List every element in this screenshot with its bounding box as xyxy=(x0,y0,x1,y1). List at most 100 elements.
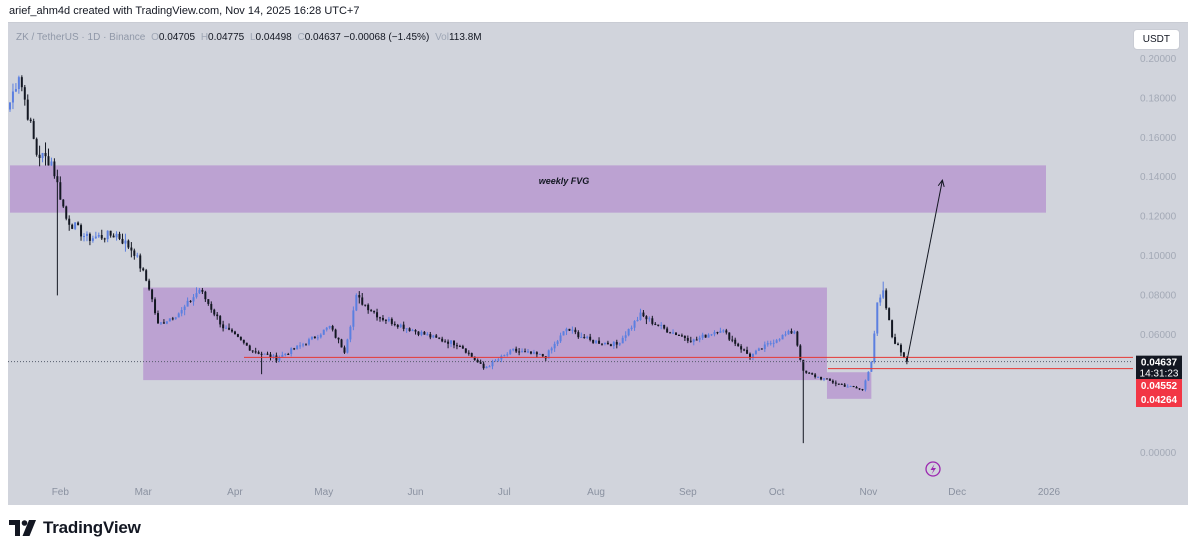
candle-body xyxy=(287,353,290,355)
close-key: C xyxy=(297,32,305,43)
candle-body xyxy=(574,329,577,333)
high-value: 0.04775 xyxy=(208,32,245,43)
tradingview-logo-icon xyxy=(9,520,36,536)
candle-body xyxy=(9,102,11,110)
brand-logo[interactable]: TradingView xyxy=(9,517,141,539)
candle-body xyxy=(130,247,133,251)
candle-body xyxy=(899,344,902,353)
candle-body xyxy=(837,383,840,385)
x-tick-label: Aug xyxy=(587,487,605,498)
level-label: 0.04552 xyxy=(1141,381,1178,392)
candle-body xyxy=(80,225,83,237)
lightning-icon[interactable] xyxy=(925,461,941,477)
candle-body xyxy=(565,328,568,332)
candle-body xyxy=(781,334,784,340)
candle-body xyxy=(760,348,763,350)
candle-body xyxy=(53,161,56,177)
candle-body xyxy=(325,327,328,330)
candle-body xyxy=(521,351,524,353)
candle-body xyxy=(77,222,80,226)
candle-body xyxy=(124,240,127,244)
currency-button[interactable]: USDT xyxy=(1132,29,1180,50)
candle-body xyxy=(260,353,263,355)
candle-body xyxy=(305,344,307,346)
candle-body xyxy=(334,329,337,338)
level-label: 0.04264 xyxy=(1141,395,1178,406)
x-tick-label: Dec xyxy=(948,487,966,498)
candle-body xyxy=(136,255,139,257)
candle-body xyxy=(731,339,734,341)
candle-body xyxy=(719,330,722,333)
candle-body xyxy=(754,350,757,354)
candle-body xyxy=(820,376,823,380)
projection-arrow-line[interactable] xyxy=(906,180,943,362)
candle-body xyxy=(778,339,781,341)
candle-body xyxy=(423,331,426,335)
candle-body xyxy=(734,339,737,344)
candle-body xyxy=(577,332,580,338)
candle-body xyxy=(902,352,905,358)
candle-body xyxy=(728,332,731,340)
candle-body xyxy=(882,290,885,298)
candle-body xyxy=(361,297,364,305)
last-price-label-countdown: 14:31:23 xyxy=(1140,369,1179,380)
candle-body xyxy=(145,270,148,281)
last-price-label: 0.04637 xyxy=(1141,358,1178,369)
symbol-name[interactable]: ZK / TetherUS · 1D · Binance xyxy=(16,32,146,43)
y-tick-label: 0.00000 xyxy=(1140,448,1177,459)
candle-body xyxy=(367,304,370,311)
candle-body xyxy=(180,310,183,314)
candle-body xyxy=(488,366,491,368)
candle-body xyxy=(743,349,746,351)
candle-body xyxy=(580,336,583,338)
candle-body xyxy=(44,152,47,157)
candle-body xyxy=(855,387,858,389)
candle-body xyxy=(497,359,500,361)
candle-body xyxy=(541,353,544,357)
candle-body xyxy=(429,334,432,338)
candle-body xyxy=(692,339,695,342)
zone-label: weekly FVG xyxy=(539,176,590,186)
zone-rect-3[interactable] xyxy=(826,372,872,399)
candle-body xyxy=(65,206,68,219)
candle-body xyxy=(476,359,479,363)
candle-body xyxy=(85,233,88,237)
candle-body xyxy=(686,338,689,341)
candle-body xyxy=(470,353,473,357)
candle-body xyxy=(527,351,529,353)
candle-body xyxy=(29,119,32,122)
candle-body xyxy=(337,337,340,340)
candle-body xyxy=(159,322,162,324)
candle-body xyxy=(32,121,35,139)
y-tick-label: 0.14000 xyxy=(1140,172,1177,183)
candle-body xyxy=(710,334,713,336)
level-label-bg xyxy=(1136,393,1182,407)
candle-body xyxy=(91,238,94,241)
candle-body xyxy=(68,218,71,225)
candle-body xyxy=(376,312,379,318)
candle-body xyxy=(278,357,281,361)
candle-body xyxy=(387,318,390,321)
candle-body xyxy=(843,384,846,387)
candle-body xyxy=(802,359,805,371)
zone-rect-1[interactable] xyxy=(10,165,1046,213)
candle-body xyxy=(698,337,701,340)
candle-body xyxy=(636,319,639,322)
open-key: O xyxy=(151,32,159,43)
price-chart[interactable]: weekly FVG 0.200000.180000.160000.140000… xyxy=(8,23,1188,505)
candle-body xyxy=(805,370,808,373)
symbol-legend[interactable]: ZK / TetherUS · 1D · Binance O0.04705 H0… xyxy=(16,32,482,43)
candle-body xyxy=(266,353,269,355)
candle-body xyxy=(139,255,142,269)
candle-body xyxy=(512,348,515,351)
chart-frame[interactable]: weekly FVG 0.20000 0.18000 0.16000 0.14000 0… xyxy=(8,22,1188,505)
candle-body xyxy=(162,322,165,324)
zone-rect-2[interactable] xyxy=(143,287,827,381)
candle-body xyxy=(666,328,669,333)
candle-body xyxy=(553,343,556,349)
candle-body xyxy=(390,318,393,324)
candle-body xyxy=(453,340,455,346)
candle-body xyxy=(254,351,257,353)
candle-body xyxy=(811,373,814,375)
candle-body xyxy=(749,353,751,358)
